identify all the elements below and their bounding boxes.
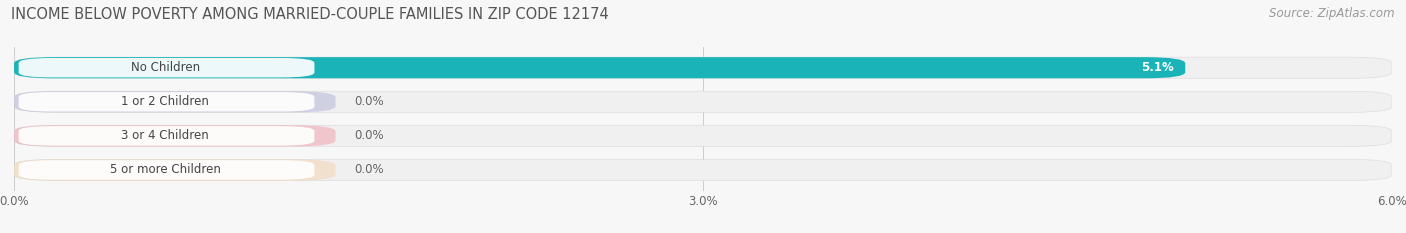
Text: 1 or 2 Children: 1 or 2 Children	[121, 95, 209, 108]
Text: INCOME BELOW POVERTY AMONG MARRIED-COUPLE FAMILIES IN ZIP CODE 12174: INCOME BELOW POVERTY AMONG MARRIED-COUPL…	[11, 7, 609, 22]
FancyBboxPatch shape	[18, 160, 315, 180]
FancyBboxPatch shape	[14, 125, 1392, 146]
Text: No Children: No Children	[131, 61, 200, 74]
Text: 0.0%: 0.0%	[354, 129, 384, 142]
FancyBboxPatch shape	[14, 91, 1392, 112]
Text: 0.0%: 0.0%	[354, 163, 384, 176]
FancyBboxPatch shape	[14, 57, 1392, 78]
FancyBboxPatch shape	[14, 91, 336, 112]
Text: 5 or more Children: 5 or more Children	[110, 163, 221, 176]
Text: 5.1%: 5.1%	[1142, 61, 1174, 74]
FancyBboxPatch shape	[14, 159, 336, 181]
Text: 3 or 4 Children: 3 or 4 Children	[121, 129, 209, 142]
Text: Source: ZipAtlas.com: Source: ZipAtlas.com	[1270, 7, 1395, 20]
FancyBboxPatch shape	[18, 92, 315, 112]
FancyBboxPatch shape	[18, 126, 315, 146]
FancyBboxPatch shape	[14, 159, 1392, 181]
FancyBboxPatch shape	[18, 58, 315, 77]
FancyBboxPatch shape	[14, 57, 1185, 78]
Text: 0.0%: 0.0%	[354, 95, 384, 108]
FancyBboxPatch shape	[14, 125, 336, 146]
